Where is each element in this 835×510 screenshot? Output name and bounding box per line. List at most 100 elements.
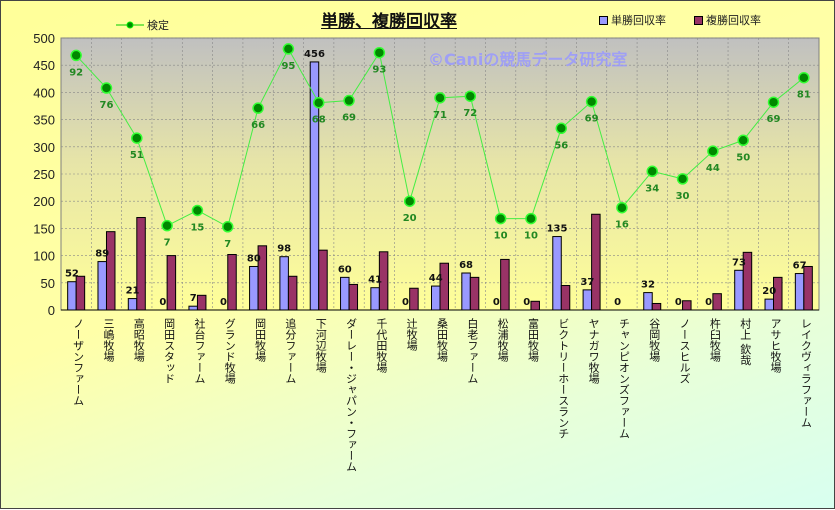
bar-data-label: 21 — [126, 286, 140, 297]
kentei-data-label: 10 — [524, 231, 538, 242]
kentei-data-label: 76 — [100, 100, 114, 111]
y-tick-label: 250 — [33, 167, 55, 182]
kentei-data-label: 34 — [645, 183, 659, 194]
kentei-data-label: 81 — [797, 90, 811, 101]
watermark: ©Caniの競馬データ研究室 — [428, 50, 628, 69]
kentei-data-label: 7 — [224, 239, 231, 250]
kentei-point — [222, 221, 234, 233]
bar-fukusho — [560, 285, 571, 311]
kentei-point — [312, 96, 325, 109]
bar-fukusho — [591, 213, 601, 311]
bar-data-label: 73 — [732, 257, 746, 268]
bar-fukusho — [318, 249, 328, 311]
x-tick-label: 三嶋牧場 — [102, 318, 115, 363]
bar-tansho — [309, 61, 320, 311]
bar-fukusho — [409, 287, 419, 311]
bar-data-label: 68 — [459, 260, 473, 271]
bar-data-label: 0 — [402, 297, 409, 308]
x-tick-label: アサヒ牧場 — [769, 318, 782, 374]
kentei-point — [161, 219, 173, 232]
legend-label: 複勝回収率 — [706, 14, 761, 27]
bar-tansho — [794, 273, 805, 311]
bar-fukusho — [378, 251, 389, 311]
x-tick-label: 下河辺牧場 — [314, 318, 327, 374]
kentei-data-label: 72 — [463, 108, 477, 119]
legend-tansho: 単勝回収率 — [599, 12, 666, 28]
bar-data-label: 67 — [793, 261, 807, 272]
chart-title: 単勝、複勝回収率 — [321, 12, 457, 32]
bar-fukusho — [651, 302, 662, 311]
legend-line-icon — [116, 21, 144, 29]
bar-data-label: 89 — [95, 249, 109, 260]
bar-data-label: 7 — [190, 293, 197, 304]
bar-tansho — [370, 287, 380, 311]
bar-data-label: 0 — [220, 297, 227, 308]
y-tick-label: 200 — [33, 194, 55, 209]
bar-fukusho — [712, 293, 722, 311]
x-tick-label: 村上 欽哉 — [739, 317, 752, 366]
bar-fukusho — [803, 265, 813, 311]
bar-fukusho — [469, 276, 480, 311]
kentei-point — [494, 212, 507, 225]
bar-tansho — [188, 305, 198, 311]
bar-fukusho — [105, 231, 116, 311]
x-tick-label: ダーレー・ジャパン・ファーム — [345, 318, 358, 472]
bar-fukusho — [682, 300, 692, 311]
kentei-point — [403, 195, 416, 207]
bar-tansho — [67, 281, 77, 311]
bar-data-label: 80 — [247, 253, 261, 264]
kentei-data-label: 15 — [190, 222, 204, 233]
y-tick-label: 50 — [41, 276, 55, 291]
bar-fukusho — [166, 255, 177, 311]
x-tick-label: 富田牧場 — [526, 317, 539, 363]
x-tick-label: 岡田スタッド — [163, 318, 176, 384]
x-tick-label: 岡田牧場 — [254, 318, 267, 363]
bar-tansho — [734, 269, 744, 311]
bar-tansho — [340, 276, 350, 311]
kentei-data-label: 71 — [433, 110, 447, 121]
x-tick-label: 桑田牧場 — [436, 318, 449, 363]
bar-fukusho — [227, 254, 237, 311]
kentei-data-label: 69 — [585, 114, 599, 125]
bar-data-label: 0 — [523, 297, 530, 308]
legend-label: 単勝回収率 — [611, 14, 666, 27]
kentei-point — [585, 95, 598, 108]
x-tick-label: ノースヒルズ — [678, 318, 691, 384]
legend-fukusho: 複勝回収率 — [694, 12, 761, 28]
x-tick-label: 辻牧場 — [405, 317, 418, 352]
bar-tansho — [643, 292, 653, 311]
bar-tansho — [279, 256, 289, 311]
bar-fukusho — [742, 251, 753, 311]
bar-fukusho — [500, 258, 510, 311]
bar-tansho — [764, 298, 775, 311]
kentei-data-label: 93 — [372, 65, 386, 76]
legend-label: 検定 — [147, 19, 169, 32]
kentei-data-label: 69 — [767, 114, 781, 125]
kentei-point — [676, 173, 689, 185]
legend-swatch-icon — [599, 15, 608, 25]
bar-data-label: 0 — [675, 297, 682, 308]
bar-data-label: 60 — [338, 264, 352, 275]
kentei-data-label: 66 — [251, 120, 265, 131]
bar-fukusho — [287, 275, 298, 311]
bar-data-label: 0 — [159, 297, 166, 308]
bar-data-label: 41 — [368, 275, 382, 286]
kentei-point — [343, 94, 355, 107]
legend-swatch-icon — [694, 15, 703, 25]
x-tick-label: レイクヴィラファーム — [799, 318, 812, 428]
kentei-point — [555, 122, 568, 135]
bar-tansho — [552, 236, 562, 311]
kentei-point — [798, 71, 810, 84]
kentei-data-label: 50 — [736, 152, 750, 163]
x-tick-label: 谷岡牧場 — [648, 318, 661, 363]
bar-fukusho — [773, 276, 783, 311]
bar-data-label: 44 — [429, 273, 443, 284]
bar-fukusho — [196, 294, 207, 311]
bar-data-label: 0 — [705, 297, 712, 308]
kentei-data-label: 51 — [130, 150, 144, 161]
bar-tansho — [127, 298, 138, 311]
kentei-data-label: 10 — [494, 231, 508, 242]
kentei-data-label: 69 — [342, 113, 356, 124]
kentei-data-label: 92 — [69, 67, 83, 78]
y-tick-label: 300 — [33, 140, 55, 155]
